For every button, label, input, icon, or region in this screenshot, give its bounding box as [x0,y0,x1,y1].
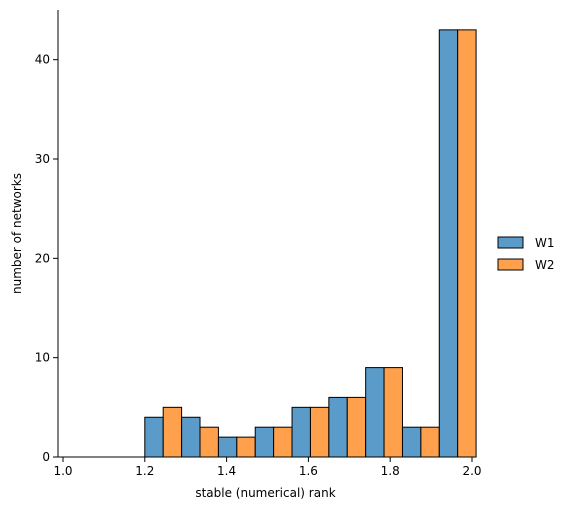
bar-w2-bin-2 [199,426,219,458]
bar-w1-bin-4 [254,426,275,458]
legend: W1 W2 [497,236,555,272]
x-tick-label: 1.2 [135,464,154,478]
bar-w2-bin-7 [383,367,403,458]
y-tick-label: 20 [35,251,50,265]
bar-w2-bin-9 [457,29,477,458]
bar-w2-bin-1 [162,406,183,458]
bar-w2-bin-8 [420,426,440,458]
bar-w2-bin-4 [273,426,293,458]
bar-w1-bin-3 [217,436,238,458]
bar-w2-bin-6 [346,396,367,458]
bar-w2-bin-3 [236,436,256,458]
legend-swatch-w1 [497,236,524,249]
y-tick-label: 30 [35,152,50,166]
y-tick-label: 40 [35,53,50,67]
bar-w1-bin-5 [291,406,311,458]
legend-swatch-w2 [497,258,524,271]
x-axis-label: stable (numerical) rank [195,486,335,500]
bar-w1-bin-6 [328,396,348,458]
x-tick-label: 1.4 [217,464,236,478]
legend-label-w1: W1 [535,236,555,250]
y-axis-label: number of networks [10,173,24,294]
bar-w2-bin-5 [309,406,330,458]
axes-layer: 1.0 1.2 1.4 1.6 1.8 2.0 0 10 20 30 40 [35,10,482,478]
x-tick-label: 2.0 [462,464,481,478]
bars-layer [144,29,477,458]
legend-label-w2: W2 [535,258,555,272]
bar-w1-bin-9 [438,29,459,458]
x-tick-label: 1.0 [53,464,72,478]
x-tick-label: 1.8 [381,464,400,478]
bar-w1-bin-1 [144,416,164,458]
y-tick-label: 0 [42,450,50,464]
bar-w1-bin-7 [365,367,385,458]
bar-w1-bin-2 [181,416,201,458]
y-tick-label: 10 [35,351,50,365]
bar-w1-bin-8 [401,426,422,458]
x-tick-label: 1.6 [299,464,318,478]
